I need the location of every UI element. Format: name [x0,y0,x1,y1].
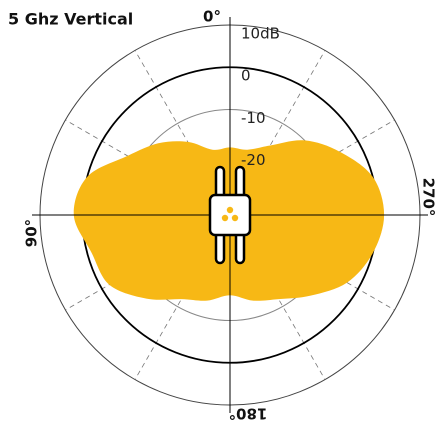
theta-tick-label: 270° [420,178,438,217]
theta-tick-label: 0° [203,8,221,26]
r-tick-label: -20 [241,151,266,169]
device-body [208,193,252,237]
labels: -20 -10 0 10dB 0° 90° 180° 270° [23,8,438,423]
logo-dot [231,214,239,222]
logo-dot [226,206,234,214]
chart-title: 5 Ghz Vertical [8,10,133,29]
theta-tick-label: 90° [23,219,41,247]
device-icon [208,165,252,265]
r-tick-label: 10dB [241,25,280,43]
theta-tick-label: 180° [229,405,268,423]
logo-dot [221,214,229,222]
r-tick-label: -10 [241,109,266,127]
r-tick-label: 0 [241,67,251,85]
